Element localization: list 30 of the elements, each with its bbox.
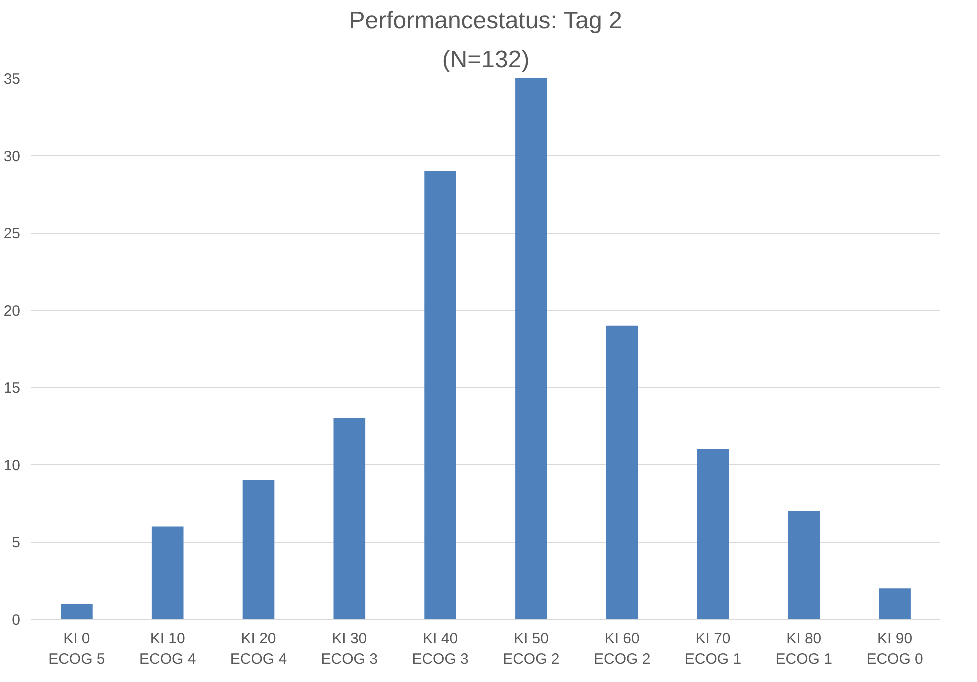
y-tick-label: 30	[4, 148, 21, 166]
bar	[879, 588, 911, 620]
y-tick-label: 0	[12, 612, 20, 629]
bar	[61, 604, 93, 620]
bar	[152, 526, 184, 620]
y-tick-label: 15	[4, 380, 21, 398]
x-tick-label: KI 10 ECOG 4	[140, 630, 196, 668]
bar	[516, 78, 548, 620]
chart-title: Performancestatus: Tag 2	[349, 8, 622, 34]
bar	[697, 449, 730, 620]
y-tick-label: 20	[4, 302, 21, 320]
x-tick-label: KI 60 ECOG 2	[594, 630, 651, 668]
y-tick-label: 25	[4, 226, 21, 243]
x-tick-label: KI 70 ECOG 1	[684, 630, 742, 668]
x-tick-label: KI 90 ECOG 0	[866, 630, 924, 668]
x-tick-label: KI 0 ECOG 5	[48, 630, 106, 668]
y-tick-label: 35	[4, 71, 21, 88]
bar	[606, 326, 638, 620]
y-tick-label: 10	[4, 457, 21, 474]
bar	[424, 171, 456, 620]
bar	[334, 418, 366, 620]
x-tick-label: KI 40 ECOG 3	[412, 630, 469, 668]
chart-subtitle: (N=132)	[442, 46, 530, 74]
bar	[242, 480, 275, 620]
x-tick-label: KI 20 ECOG 4	[230, 630, 288, 668]
bar	[788, 511, 820, 620]
x-tick-label: KI 30 ECOG 3	[321, 630, 378, 668]
x-tick-label: KI 50 ECOG 2	[503, 630, 560, 668]
y-tick-label: 5	[12, 534, 20, 552]
x-tick-label: KI 80 ECOG 1	[776, 630, 832, 668]
